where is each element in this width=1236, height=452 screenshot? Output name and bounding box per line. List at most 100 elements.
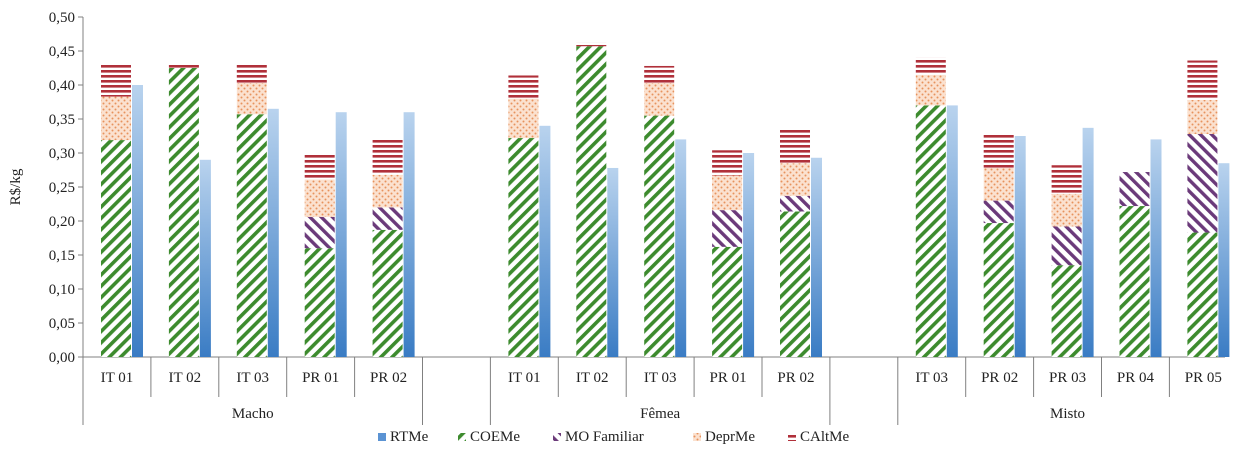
legend-label-deprme: DeprMe (705, 429, 755, 445)
bar-rtme (132, 85, 143, 357)
bar-caltme (508, 75, 539, 99)
category-label: PR 02 (370, 370, 407, 386)
bar-coeme (236, 114, 267, 358)
bar-rtme (267, 108, 279, 357)
bar-coeme (1187, 232, 1218, 357)
y-axis-title: R$/kg (8, 168, 24, 205)
bar-mo-familiar (780, 195, 810, 212)
bar-caltme (983, 133, 1014, 168)
category-label: IT 01 (508, 370, 541, 386)
bar-caltme (712, 150, 743, 176)
bar-coeme (101, 140, 131, 357)
group-label: Fêmea (640, 406, 680, 422)
category-label: PR 02 (981, 370, 1018, 386)
bar-deprme (780, 163, 810, 196)
bar-rtme (675, 139, 687, 357)
legend-label-caltme: CAltMe (800, 429, 850, 445)
category-label: IT 01 (101, 370, 134, 386)
category-label: IT 03 (915, 370, 948, 386)
bar-mo-familiar (304, 216, 335, 249)
bar-deprme (1187, 99, 1218, 134)
bar-coeme (780, 211, 810, 357)
y-tick-label: 0,50 (49, 10, 75, 26)
legend: RTMe COEMe MO Familiar DeprMe CAltMe (378, 429, 850, 445)
bar-caltme (576, 42, 607, 47)
bar-deprme (712, 175, 743, 211)
bar-rtme (1014, 136, 1026, 357)
bar-caltme (780, 129, 810, 164)
category-label: PR 03 (1049, 370, 1086, 386)
group-label: Macho (232, 406, 274, 422)
bar-mo-familiar (1119, 172, 1150, 207)
y-tick-label: 0,45 (49, 44, 75, 60)
bar-rtme (335, 112, 347, 357)
bar-coeme (1051, 265, 1082, 357)
bar-caltme (236, 63, 267, 83)
category-label: IT 02 (169, 370, 202, 386)
bar-coeme (372, 229, 403, 357)
category-label: PR 05 (1185, 370, 1222, 386)
bar-coeme (712, 246, 743, 357)
bar-rtme (539, 125, 551, 357)
bar-deprme (236, 82, 267, 115)
y-tick-label: 0,35 (49, 112, 75, 128)
bar-caltme (101, 63, 131, 97)
legend-label-rtme: RTMe (390, 429, 429, 445)
bar-caltme (168, 64, 199, 68)
bar-deprme (372, 174, 403, 208)
y-tick-label: 0,25 (49, 180, 75, 196)
bar-deprme (915, 74, 946, 106)
bar-caltme (372, 139, 403, 175)
bar-deprme (101, 96, 131, 141)
bar-coeme (1119, 206, 1150, 357)
bar-coeme (983, 223, 1014, 357)
category-label: IT 03 (236, 370, 269, 386)
legend-label-mo-familiar: MO Familiar (565, 429, 644, 445)
bar-coeme (508, 138, 539, 357)
y-tick-label: 0,00 (49, 350, 75, 366)
bar-mo-familiar (983, 200, 1014, 224)
bar-caltme (1051, 165, 1082, 194)
category-label: PR 02 (777, 370, 814, 386)
bar-rtme (199, 159, 211, 357)
bar-coeme (644, 115, 675, 357)
category-label: IT 03 (644, 370, 677, 386)
group-label: Misto (1050, 406, 1085, 422)
bar-caltme (1187, 60, 1218, 100)
y-tick-label: 0,20 (49, 214, 75, 230)
bar-rtme (1150, 139, 1162, 357)
legend-swatch-coeme (458, 433, 466, 441)
bar-coeme (915, 105, 946, 358)
bar-rtme (1082, 127, 1094, 357)
bar-mo-familiar (372, 207, 403, 230)
bar-deprme (644, 82, 675, 116)
bar-caltme (644, 65, 675, 83)
bar-rtme (811, 157, 822, 357)
bar-mo-familiar (1051, 226, 1082, 266)
y-tick-label: 0,30 (49, 146, 75, 162)
bar-deprme (304, 179, 335, 217)
bar-caltme (915, 57, 946, 75)
bar-rtme (403, 112, 415, 357)
bar-coeme (576, 46, 607, 358)
bar-coeme (304, 248, 335, 357)
bar-caltme (304, 153, 335, 180)
bar-coeme (168, 68, 199, 357)
bar-deprme (508, 98, 539, 139)
y-tick-label: 0,15 (49, 248, 75, 264)
bar-deprme (983, 167, 1014, 201)
bar-mo-familiar (1187, 133, 1218, 233)
legend-swatch-rtme (378, 433, 386, 441)
category-label: PR 01 (302, 370, 339, 386)
labels-layer: 0,00 0,05 0,10 0,15 0,20 0,25 0,30 0,35 0,40 0,45… (8, 10, 1222, 422)
legend-swatch-mo-familiar (553, 433, 561, 441)
y-tick-label: 0,10 (49, 282, 75, 298)
bar-rtme (1218, 163, 1230, 357)
category-label: IT 02 (576, 370, 609, 386)
y-tick-label: 0,05 (49, 316, 75, 332)
bar-deprme (1051, 193, 1082, 227)
category-label: PR 01 (709, 370, 746, 386)
y-tick-label: 0,40 (49, 78, 75, 94)
